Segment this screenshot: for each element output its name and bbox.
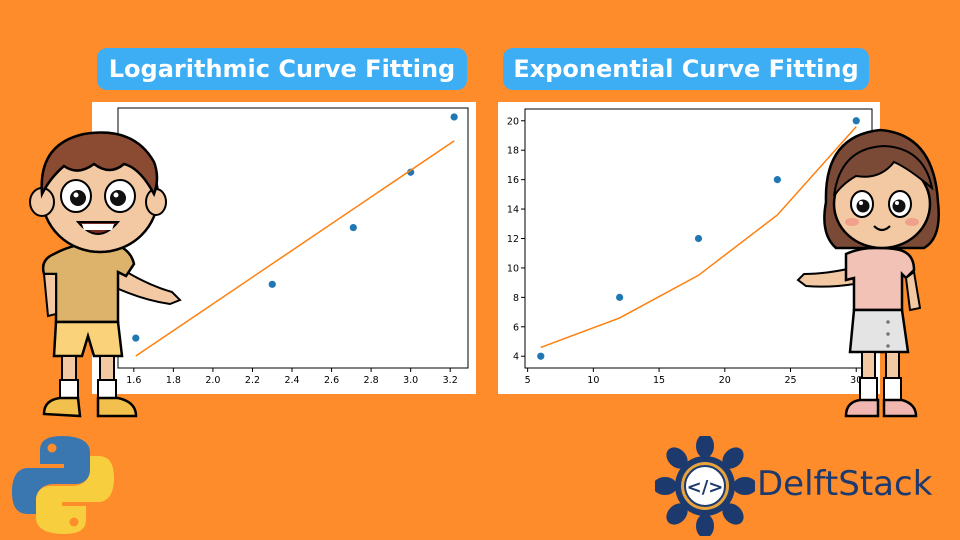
x-tick-label: 2.4: [284, 375, 299, 386]
x-tick-label: 3.0: [403, 375, 418, 386]
delftstack-logo-code: </>: [687, 477, 724, 498]
y-tick-label: 20: [507, 116, 519, 127]
data-point: [450, 113, 458, 121]
x-tick-label: 3.2: [443, 375, 458, 386]
y-tick-label: 4: [513, 352, 519, 363]
data-point: [537, 352, 545, 360]
chart-title-exponential: Exponential Curve Fitting: [503, 48, 869, 90]
x-tick-label: 2.8: [364, 375, 379, 386]
data-point: [694, 234, 703, 243]
chart-panel-logarithmic: 1.6 1.8 2.0 2.2 2.4 2.6 2.8 3.0 3.2: [92, 102, 476, 394]
brand-name-part1: Delft: [757, 464, 839, 504]
data-point: [349, 223, 357, 232]
x-tick-label: 10: [587, 375, 599, 386]
exponential-chart: 5 10 15 20 25 30 4 6 8 10 12 14 16 18 20: [507, 108, 873, 386]
data-point: [852, 117, 860, 125]
fit-line: [540, 126, 857, 349]
data-point: [773, 176, 781, 184]
data-point: [616, 293, 624, 301]
x-tick-label: 2.2: [245, 375, 260, 386]
x-tick-label: 1.8: [166, 375, 181, 386]
fit-line: [135, 140, 455, 357]
y-tick-label: 8: [513, 293, 519, 304]
chart-panel-exponential: 5 10 15 20 25 30 4 6 8 10 12 14 16 18 20: [498, 102, 880, 394]
delftstack-logo-icon: </>: [655, 436, 755, 536]
chart-title-logarithmic: Logarithmic Curve Fitting: [97, 48, 467, 90]
python-logo-icon: [12, 436, 114, 534]
y-tick-label: 18: [507, 146, 519, 157]
x-tick-label: 20: [719, 375, 731, 386]
y-tick-label: 16: [507, 175, 519, 186]
y-tick-label: 10: [507, 263, 519, 274]
brand-name-part2: Stack: [838, 464, 933, 504]
x-tick-label: 25: [784, 375, 796, 386]
x-tick-label: 2.6: [324, 375, 339, 386]
boy-illustration: [29, 131, 182, 418]
y-tick-label: 12: [507, 234, 519, 245]
brand-name: DelftStack: [757, 464, 932, 504]
x-tick-label: 2.0: [205, 375, 220, 386]
data-point: [407, 168, 415, 176]
x-tick-label: 15: [653, 375, 665, 386]
y-tick-label: 6: [513, 322, 519, 333]
x-tick-label: 5: [525, 375, 531, 386]
data-point: [268, 280, 276, 288]
y-tick-label: 14: [507, 205, 519, 216]
data-point: [132, 334, 140, 342]
x-tick-label: 1.6: [126, 375, 141, 386]
girl-illustration: [796, 128, 940, 418]
x-tick-label: 30: [850, 375, 862, 386]
